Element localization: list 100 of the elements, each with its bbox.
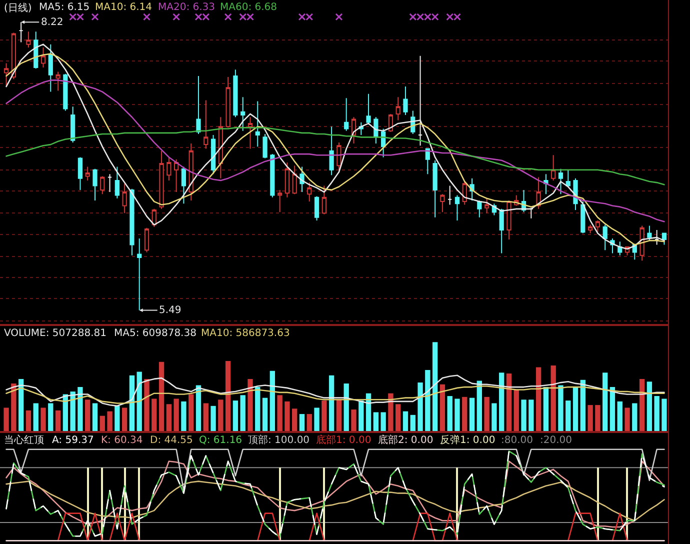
chart-title: (日线) [4,2,32,14]
candlestick [662,232,667,246]
candlestick [558,168,564,195]
candlestick [137,238,142,311]
text: 8.22 [41,17,64,28]
text: :20.00 [540,435,572,446]
candlestick [432,160,438,218]
bar [617,401,622,432]
candlestick [344,98,349,132]
candlestick [566,169,570,188]
bar [292,408,298,432]
bar [543,387,549,432]
bar [248,378,253,432]
bar [499,372,504,432]
candlestick [248,116,253,150]
bar [328,375,334,432]
bar [624,408,630,432]
bar [558,385,564,432]
candlestick [196,75,201,135]
candlestick [92,168,98,201]
candlestick [506,201,512,240]
bar [100,416,105,432]
text: MA5: 6.15 [39,2,90,13]
bar [26,410,32,432]
bar [654,396,660,432]
text: 5.49 [159,305,182,316]
candlestick [396,96,400,121]
bar [610,387,616,432]
bar [432,342,438,432]
bar [262,398,268,432]
candlestick [210,134,216,175]
bar [48,403,54,432]
text: MA10: 586873.63 [201,328,290,339]
bar [572,387,578,432]
bar [580,380,586,432]
candlestick [114,166,120,199]
text: MA20: 6.33 [158,2,216,13]
bar [662,398,667,432]
bar [588,405,593,432]
text: 底部1: 0.00 [316,434,372,446]
text: MA10: 6.14 [95,2,152,13]
candlestick [499,208,504,254]
bar [166,404,172,432]
bar [632,403,638,432]
bar [218,400,224,432]
candlestick [107,174,112,193]
bar [270,370,275,432]
candlestick [551,154,556,181]
bar [440,384,446,432]
text: :80.00 [501,435,533,446]
candlestick [528,207,534,219]
candlestick [130,188,134,256]
candlestick [240,96,246,132]
text: MA5: 609878.38 [114,328,196,339]
candlestick [70,106,76,143]
bar [144,378,150,432]
chart-title: 当心红顶 [4,434,44,446]
bar [40,408,46,432]
bar [158,362,164,432]
candlestick [477,200,482,218]
candlestick [100,176,105,195]
chart-title: VOLUME: 507288.81 [4,328,106,339]
candlestick [425,148,430,175]
bar [225,360,231,432]
bar [447,396,452,432]
bar [18,378,24,432]
bar [550,365,556,432]
bar [78,387,83,432]
bar [240,395,246,432]
bar [462,396,468,432]
bar [232,400,238,432]
bar [122,408,128,432]
bar [114,406,120,432]
bar [388,393,394,432]
bar [566,400,571,432]
candlestick [580,201,586,234]
bar [203,403,208,432]
text: A: 59.37 [52,435,94,446]
candlestick [166,156,172,181]
candlestick [204,100,208,150]
candlestick [284,162,290,198]
candlestick [440,194,445,213]
bar [284,401,290,432]
bar [373,412,378,432]
bar [639,378,645,432]
text: D: 44.55 [150,435,193,446]
candlestick [226,76,230,128]
bar [380,412,386,432]
candlestick [307,182,312,202]
candlestick [595,220,600,233]
candlestick [262,134,268,159]
bar [602,372,608,432]
candlestick [618,241,622,256]
bar [306,414,312,432]
candlestick [78,156,83,190]
bar [396,404,401,432]
bar [454,398,460,432]
candlestick [181,166,186,204]
bar [469,398,475,432]
candlestick [448,185,452,206]
